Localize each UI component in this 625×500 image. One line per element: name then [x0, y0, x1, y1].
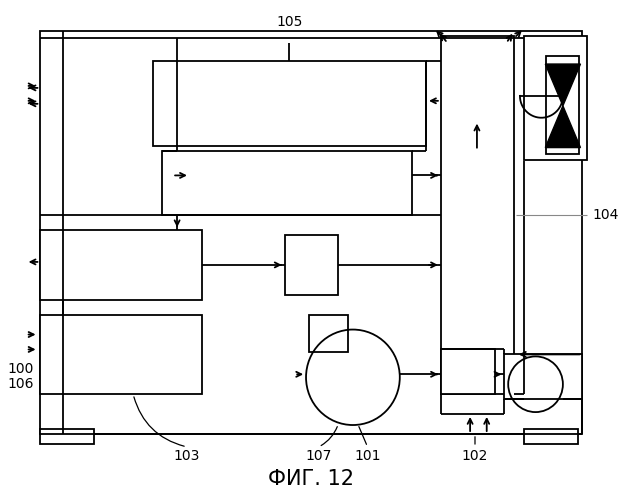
Polygon shape: [546, 106, 581, 148]
Bar: [162, 150, 411, 215]
Bar: [524, 429, 578, 444]
Text: 100: 100: [7, 362, 34, 376]
Bar: [41, 429, 94, 444]
Bar: [41, 314, 201, 394]
Text: 104: 104: [592, 208, 619, 222]
Bar: [152, 61, 426, 146]
Text: 101: 101: [354, 449, 381, 463]
Bar: [441, 36, 514, 394]
Text: 103: 103: [174, 449, 200, 463]
Text: 107: 107: [306, 449, 332, 463]
Polygon shape: [546, 64, 581, 106]
Bar: [524, 36, 588, 160]
Text: ФИГ. 12: ФИГ. 12: [268, 468, 354, 488]
Bar: [41, 31, 582, 434]
Bar: [546, 56, 579, 154]
Bar: [309, 314, 348, 352]
Bar: [504, 354, 582, 399]
Text: 106: 106: [7, 377, 34, 391]
Text: 102: 102: [462, 449, 488, 463]
Bar: [41, 230, 201, 300]
Bar: [441, 350, 494, 394]
Bar: [284, 235, 338, 295]
Text: 105: 105: [276, 15, 302, 29]
